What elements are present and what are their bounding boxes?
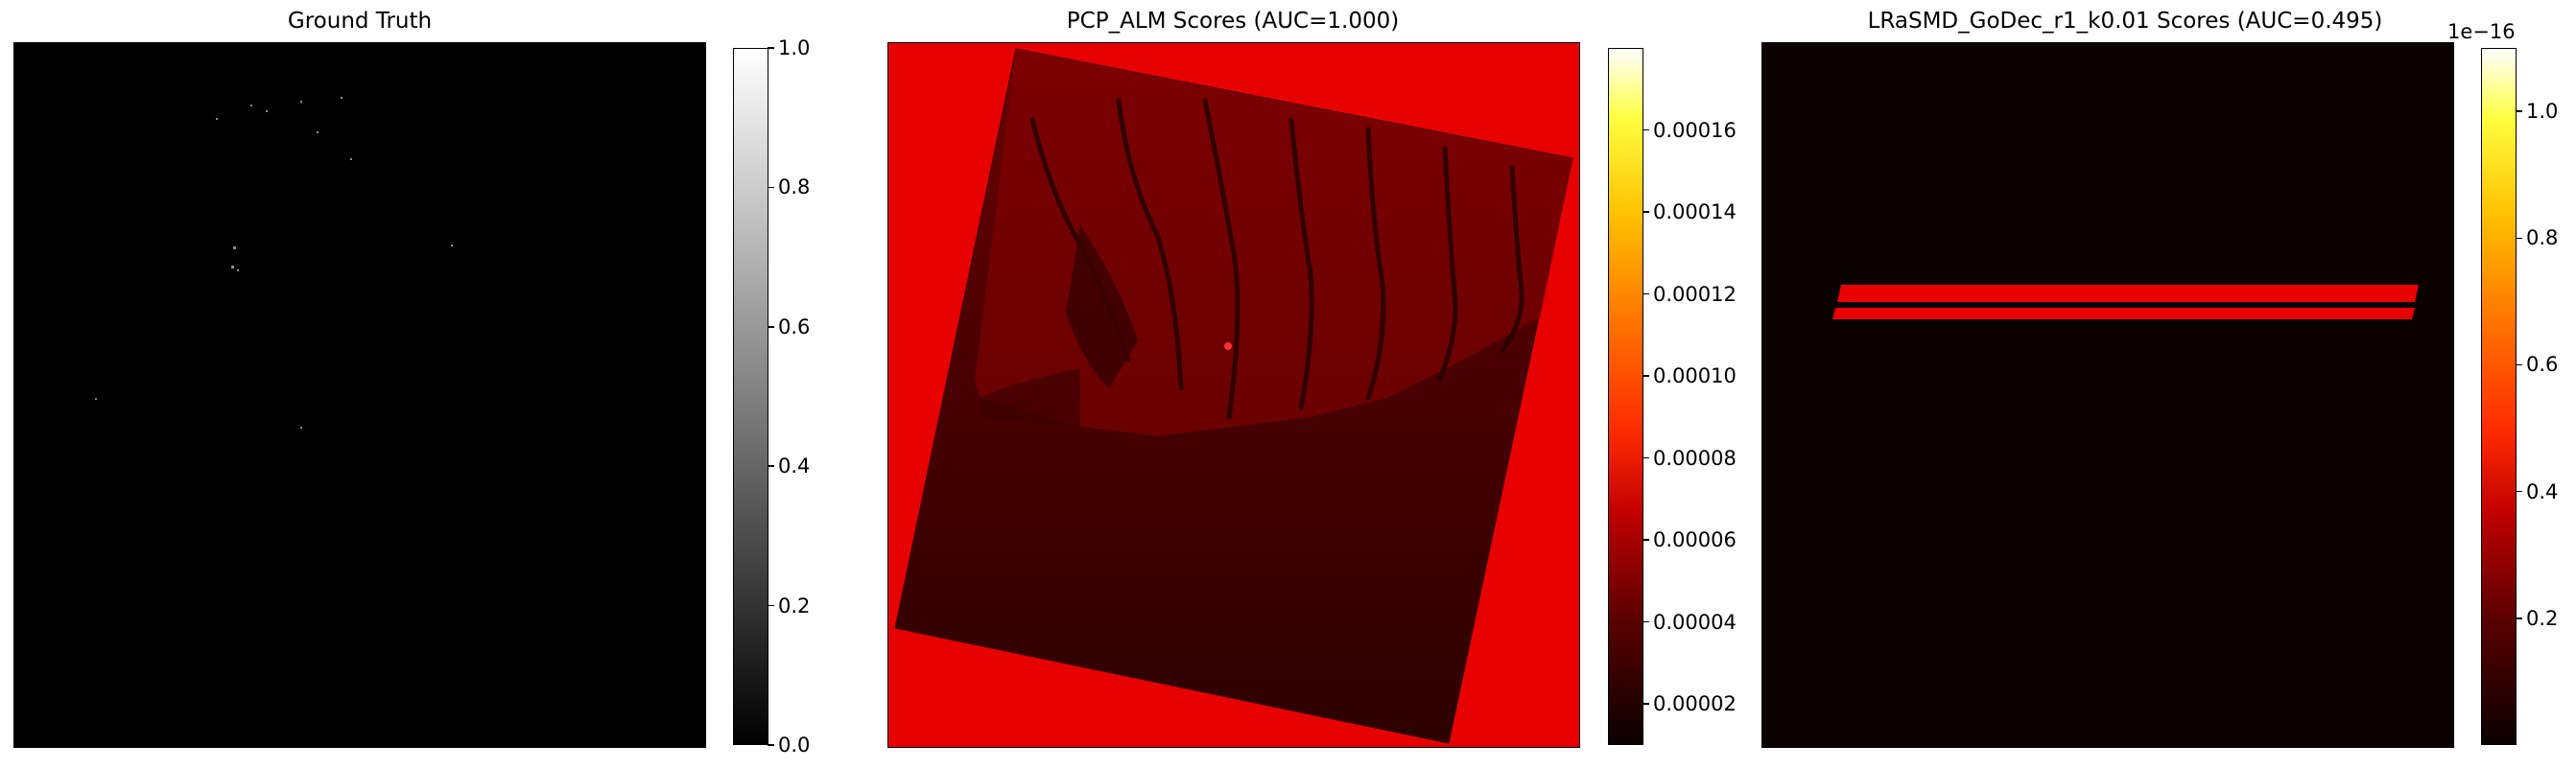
colorbar-offset-label: 1e−16 bbox=[2447, 20, 2516, 43]
colorbar-tick-label: 0.4 bbox=[2526, 479, 2559, 503]
colorbar-tick-mark bbox=[768, 326, 774, 328]
lrasmd-stripes bbox=[1832, 285, 2419, 319]
colorbar-tick-mark bbox=[1642, 456, 1649, 459]
colorbar-tick-label: 0.00014 bbox=[1653, 200, 1737, 224]
pcp-alm-score-image bbox=[887, 42, 1580, 748]
colorbar-tick-label: 0.2 bbox=[778, 594, 811, 618]
colorbar-tick-label: 0.8 bbox=[778, 175, 811, 199]
colorbar-tick-mark bbox=[2516, 618, 2522, 619]
colorbar-tick-label: 0.6 bbox=[2526, 353, 2559, 377]
colorbar-tick-mark bbox=[768, 604, 774, 607]
colorbar-tick-label: 0.00012 bbox=[1653, 282, 1737, 306]
colorbar-tick-mark bbox=[1642, 292, 1649, 295]
colorbar-tick-mark bbox=[1642, 128, 1649, 131]
colorbar-tick-mark bbox=[1642, 539, 1649, 541]
colorbar-tick-label: 0.00002 bbox=[1653, 692, 1737, 716]
colorbar-tick-mark bbox=[768, 744, 774, 746]
colorbar-tick-label: 0.00016 bbox=[1653, 118, 1737, 142]
chart-title-lrasmd: LRaSMD_GoDec_r1_k0.01 Scores (AUC=0.495) bbox=[1867, 9, 2383, 34]
ground-truth-speckles bbox=[95, 97, 453, 429]
colorbar-tick-label: 0.00004 bbox=[1653, 610, 1737, 634]
colorbar-tick-mark bbox=[1642, 703, 1649, 705]
chart-title-ground-truth: Ground Truth bbox=[287, 9, 433, 34]
colorbar-tick-mark bbox=[1642, 620, 1649, 623]
colorbar-tick-label: 0.00006 bbox=[1653, 528, 1737, 552]
colorbar-tick-mark bbox=[2516, 237, 2522, 240]
colorbar-tick-label: 1.0 bbox=[778, 36, 811, 59]
colorbar-tick-label: 1.0 bbox=[2526, 100, 2559, 124]
pcp-alm-colorbar bbox=[1608, 48, 1643, 745]
colorbar-tick-mark bbox=[2516, 490, 2522, 493]
colorbar-tick-mark bbox=[2516, 363, 2522, 366]
colorbar-tick-label: 0.6 bbox=[778, 315, 811, 338]
colorbar-tick-mark bbox=[2516, 110, 2522, 112]
colorbar-tick-label: 0.00008 bbox=[1653, 446, 1737, 470]
lrasmd-score-image bbox=[1761, 42, 2454, 748]
chart-title-pcp-alm: PCP_ALM Scores (AUC=1.000) bbox=[1066, 9, 1400, 34]
pcp-alm-scene bbox=[894, 48, 1573, 744]
colorbar-tick-label: 0.2 bbox=[2526, 606, 2559, 630]
ground-truth-image bbox=[13, 42, 706, 748]
colorbar-tick-label: 0.0 bbox=[778, 734, 811, 757]
colorbar-tick-mark bbox=[768, 47, 774, 49]
ground-truth-colorbar bbox=[733, 48, 768, 745]
colorbar-tick-label: 0.8 bbox=[2526, 226, 2559, 250]
lrasmd-colorbar bbox=[2481, 48, 2517, 745]
colorbar-tick-label: 0.00010 bbox=[1653, 364, 1737, 388]
colorbar-tick-mark bbox=[1642, 211, 1649, 213]
colorbar-tick-mark bbox=[768, 186, 774, 189]
colorbar-tick-mark bbox=[768, 465, 774, 467]
colorbar-tick-label: 0.4 bbox=[778, 454, 811, 478]
colorbar-tick-mark bbox=[1642, 375, 1649, 377]
